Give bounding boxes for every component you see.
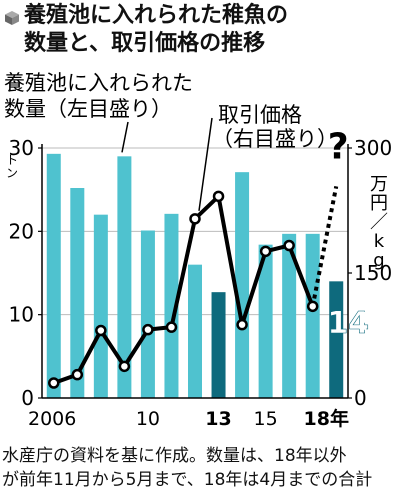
chart-title-line2: 数量と、取引価格の推移	[24, 31, 266, 56]
price-point	[283, 239, 295, 252]
x-tick-label: 2006	[28, 408, 76, 430]
x-tick-label: 13	[205, 408, 231, 430]
axes	[38, 144, 352, 399]
x-tick-label: 15	[254, 408, 278, 430]
bar	[46, 153, 61, 398]
caption-line1: 水産庁の資料を基に作成。数量は、18年以外	[2, 446, 347, 466]
question-mark: ?	[328, 126, 349, 167]
right-unit-label: ／	[370, 212, 388, 233]
right-tick-label: 150	[354, 261, 392, 285]
right-unit-label: g	[373, 250, 384, 271]
bar	[282, 233, 297, 398]
bar	[235, 172, 250, 398]
price-point	[306, 300, 319, 313]
left-tick-label: 20	[9, 219, 34, 243]
price-point	[189, 213, 201, 225]
right-unit-label: 万	[370, 174, 388, 195]
price-point	[48, 377, 60, 389]
bar-series	[46, 153, 344, 398]
series-label-price-line1: 取引価格	[218, 103, 302, 127]
price-point	[118, 360, 131, 373]
series-label-price-line2: （右目盛り）	[212, 127, 338, 151]
left-unit-label: ン	[6, 166, 18, 180]
chart-title-line1: 養殖池に入れられた稚魚の	[24, 3, 289, 28]
right-tick-label: 300	[354, 136, 392, 160]
cube-icon	[4, 10, 20, 26]
bar	[117, 156, 132, 398]
last-value-unit: ン	[360, 325, 373, 340]
price-line	[53, 194, 315, 385]
bar	[329, 281, 344, 398]
price-point	[212, 190, 225, 203]
bar	[188, 264, 202, 398]
right-tick-label: 0	[354, 386, 367, 410]
series-label-quantity-line1: 養殖池に入れられた	[4, 71, 193, 95]
left-tick-label: 0	[21, 386, 34, 410]
price-point	[142, 323, 154, 336]
last-value-label: 14	[327, 306, 369, 341]
x-tick-label: 10	[136, 408, 160, 430]
last-value-unit: ト	[360, 311, 373, 326]
left-unit-label: ト	[6, 153, 18, 167]
bar	[70, 188, 85, 398]
bar	[211, 292, 226, 398]
x-tick-label: 18年	[304, 407, 349, 430]
source-caption: 水産庁の資料を基に作成。数量は、18年以外 が前年11月から5月まで、18年は4…	[2, 444, 398, 492]
bar	[140, 230, 155, 398]
price-line-series	[48, 185, 339, 389]
bar	[93, 214, 108, 398]
chart-title: 養殖池に入れられた稚魚の 数量と、取引価格の推移	[24, 2, 288, 58]
bar	[305, 233, 320, 398]
bar	[258, 244, 273, 398]
caption-line2: が前年11月から5月まで、18年は4月までの合計	[2, 470, 373, 490]
left-tick-label: 30	[9, 136, 34, 160]
left-tick-label: 10	[9, 303, 34, 327]
price-point	[71, 368, 84, 381]
price-point	[236, 318, 248, 331]
bar	[164, 213, 179, 398]
series-label-quantity-line2: 数量（左目盛り）	[4, 97, 172, 121]
right-unit-label: 円	[370, 193, 388, 214]
price-point	[259, 245, 272, 258]
price-point	[165, 321, 178, 333]
right-unit-label: k	[374, 231, 385, 252]
price-point	[95, 324, 107, 337]
quantity-leader-line	[121, 121, 129, 153]
price-leader-line	[198, 117, 213, 211]
